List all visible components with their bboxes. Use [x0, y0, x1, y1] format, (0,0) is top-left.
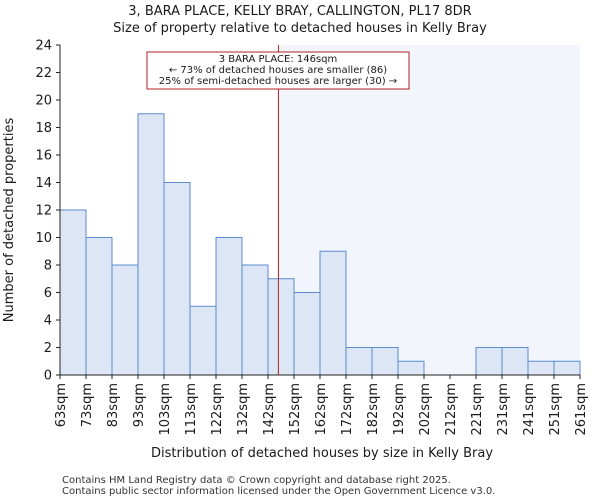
bar-103sqm	[163, 182, 191, 376]
x-tick-label: 113sqm	[184, 383, 199, 436]
bar-122sqm	[215, 237, 243, 376]
footer-line-2: Contains public sector information licen…	[62, 486, 495, 497]
x-axis-label: Distribution of detached houses by size …	[151, 446, 493, 461]
bar-152sqm	[293, 292, 321, 376]
x-tick-label: 241sqm	[522, 383, 537, 436]
annotation-box-frame	[146, 51, 410, 90]
x-tick-label: 251sqm	[548, 383, 563, 436]
y-tick-label: 2	[44, 341, 52, 356]
x-tick-label: 172sqm	[340, 383, 355, 436]
chart-title: 3, BARA PLACE, KELLY BRAY, CALLINGTON, P…	[128, 4, 471, 19]
bar-162sqm	[319, 250, 347, 376]
x-tick-label: 142sqm	[262, 383, 277, 436]
y-tick-label: 4	[44, 314, 52, 329]
bar-132sqm	[241, 264, 269, 376]
x-tick-label: 63sqm	[54, 383, 69, 427]
bar-241sqm	[527, 360, 555, 376]
y-tick-label: 6	[44, 286, 52, 301]
x-tick-label: 93sqm	[132, 383, 147, 427]
x-tick-label: 122sqm	[210, 383, 225, 436]
x-tick-label: 132sqm	[236, 383, 251, 436]
annotation-line-1: 3 BARA PLACE: 146sqm	[219, 54, 338, 65]
bar-221sqm	[475, 347, 503, 376]
annotation-box: 3 BARA PLACE: 146sqm ← 73% of detached h…	[146, 51, 410, 90]
bar-142sqm	[267, 278, 295, 376]
y-tick-label: 14	[35, 176, 52, 191]
y-tick-label: 8	[44, 259, 52, 274]
bar-93sqm	[137, 113, 165, 376]
chart-subtitle: Size of property relative to detached ho…	[113, 21, 487, 36]
x-tick-label: 73sqm	[80, 383, 95, 427]
bar-172sqm	[345, 347, 373, 376]
y-tick-label: 12	[35, 204, 52, 219]
x-tick-label: 192sqm	[392, 383, 407, 436]
y-axis-label: Number of detached properties	[2, 118, 17, 323]
bar-192sqm	[397, 360, 425, 376]
x-tick-label: 261sqm	[574, 383, 589, 436]
x-tick-label: 103sqm	[158, 383, 173, 436]
y-tick-label: 18	[35, 121, 52, 136]
y-tick-label: 16	[35, 149, 52, 164]
annotation-line-3: 25% of semi-detached houses are larger (…	[159, 76, 397, 87]
annotation-line-2: ← 73% of detached houses are smaller (86…	[169, 65, 387, 76]
y-tick-label: 20	[35, 94, 52, 109]
bar-113sqm	[189, 305, 217, 376]
x-tick-label: 152sqm	[288, 383, 303, 436]
bar-73sqm	[85, 237, 113, 376]
x-tick-label: 221sqm	[470, 383, 485, 436]
bar-182sqm	[371, 347, 399, 376]
bar-83sqm	[111, 264, 139, 376]
bar-63sqm	[59, 209, 87, 376]
y-tick-label: 24	[35, 39, 52, 54]
x-tick-label: 162sqm	[314, 383, 329, 436]
x-axis-ticks: 63sqm 73sqm 83sqm 93sqm 103sqm 113sqm 122sqm 13…	[54, 375, 589, 436]
bar-251sqm	[553, 360, 581, 376]
bar-series	[59, 113, 581, 376]
bar-231sqm	[501, 347, 529, 376]
y-tick-label: 10	[35, 231, 52, 246]
footer-line-1: Contains HM Land Registry data © Crown c…	[62, 475, 451, 486]
x-tick-label: 182sqm	[366, 383, 381, 436]
y-tick-label: 0	[44, 369, 52, 384]
y-tick-label: 22	[35, 66, 52, 81]
x-tick-label: 202sqm	[418, 383, 433, 436]
x-tick-label: 212sqm	[444, 383, 459, 436]
x-tick-label: 83sqm	[106, 383, 121, 427]
x-tick-label: 231sqm	[496, 383, 511, 436]
